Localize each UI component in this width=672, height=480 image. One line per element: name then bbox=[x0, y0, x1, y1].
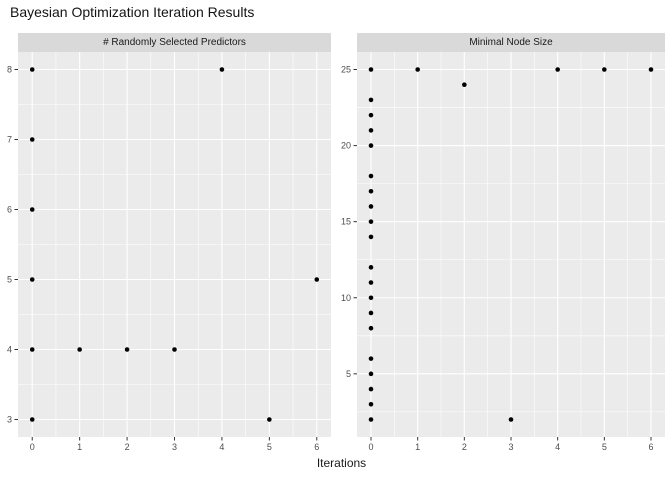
data-point bbox=[368, 280, 374, 285]
y-tick-label: 6 bbox=[7, 205, 12, 215]
data-point bbox=[368, 204, 374, 209]
data-point bbox=[314, 277, 320, 282]
data-point bbox=[368, 325, 374, 331]
data-point bbox=[368, 417, 374, 422]
data-point bbox=[368, 295, 374, 301]
data-point bbox=[415, 67, 420, 72]
data-point bbox=[29, 417, 35, 422]
x-tick-label: 6 bbox=[314, 442, 319, 452]
data-point bbox=[508, 417, 514, 422]
data-point bbox=[368, 401, 374, 407]
data-point bbox=[602, 67, 607, 72]
data-point bbox=[368, 356, 374, 361]
y-tick-label: 10 bbox=[341, 293, 351, 303]
data-point bbox=[368, 188, 374, 194]
data-point bbox=[368, 67, 374, 72]
data-point bbox=[368, 112, 374, 118]
data-point bbox=[368, 128, 374, 133]
data-point bbox=[368, 265, 374, 270]
data-point bbox=[29, 137, 35, 142]
data-point bbox=[29, 207, 35, 212]
data-point bbox=[368, 219, 374, 224]
data-point bbox=[29, 67, 35, 72]
x-tick-label: 2 bbox=[125, 442, 130, 452]
facet-strip-node-size: Minimal Node Size bbox=[357, 33, 665, 52]
y-tick-label: 3 bbox=[7, 415, 12, 425]
data-point bbox=[172, 347, 177, 352]
data-point bbox=[219, 67, 225, 72]
data-point bbox=[368, 371, 374, 377]
data-point bbox=[267, 417, 272, 422]
x-tick-label: 3 bbox=[508, 442, 513, 452]
facet-strip-node-size-label: Minimal Node Size bbox=[469, 37, 553, 48]
x-tick-label: 1 bbox=[77, 442, 82, 452]
x-tick-label: 3 bbox=[172, 442, 177, 452]
x-tick-label: 5 bbox=[602, 442, 607, 452]
data-point bbox=[368, 143, 374, 148]
y-tick-label: 8 bbox=[7, 65, 12, 75]
data-point bbox=[29, 277, 35, 282]
y-tick-label: 5 bbox=[346, 369, 351, 379]
y-tick-label: 15 bbox=[341, 217, 351, 227]
x-tick-label: 1 bbox=[415, 442, 420, 452]
data-point bbox=[368, 234, 374, 240]
x-tick-label: 2 bbox=[462, 442, 467, 452]
plot-title: Bayesian Optimization Iteration Results bbox=[10, 4, 255, 20]
facet-strip-predictors: # Randomly Selected Predictors bbox=[18, 33, 331, 52]
data-point bbox=[648, 67, 654, 72]
y-tick-label: 7 bbox=[7, 135, 12, 145]
y-tick-label: 25 bbox=[341, 65, 351, 75]
data-point bbox=[368, 310, 374, 316]
y-tick-label: 4 bbox=[7, 345, 12, 355]
data-point bbox=[29, 347, 35, 352]
data-point bbox=[368, 386, 374, 392]
data-point bbox=[368, 173, 374, 179]
x-tick-label: 5 bbox=[267, 442, 272, 452]
x-tick-label: 0 bbox=[30, 442, 35, 452]
data-point bbox=[368, 97, 374, 103]
facet-strip-predictors-label: # Randomly Selected Predictors bbox=[103, 37, 246, 48]
data-point bbox=[462, 82, 467, 88]
x-tick-label: 4 bbox=[219, 442, 224, 452]
data-point bbox=[555, 67, 560, 72]
data-point bbox=[77, 347, 82, 352]
x-tick-label: 6 bbox=[648, 442, 653, 452]
y-tick-label: 5 bbox=[7, 275, 12, 285]
y-tick-label: 20 bbox=[341, 141, 351, 151]
data-point bbox=[124, 347, 130, 352]
x-tick-label: 0 bbox=[368, 442, 373, 452]
x-axis-title: Iterations bbox=[316, 456, 367, 470]
x-tick-label: 4 bbox=[555, 442, 560, 452]
